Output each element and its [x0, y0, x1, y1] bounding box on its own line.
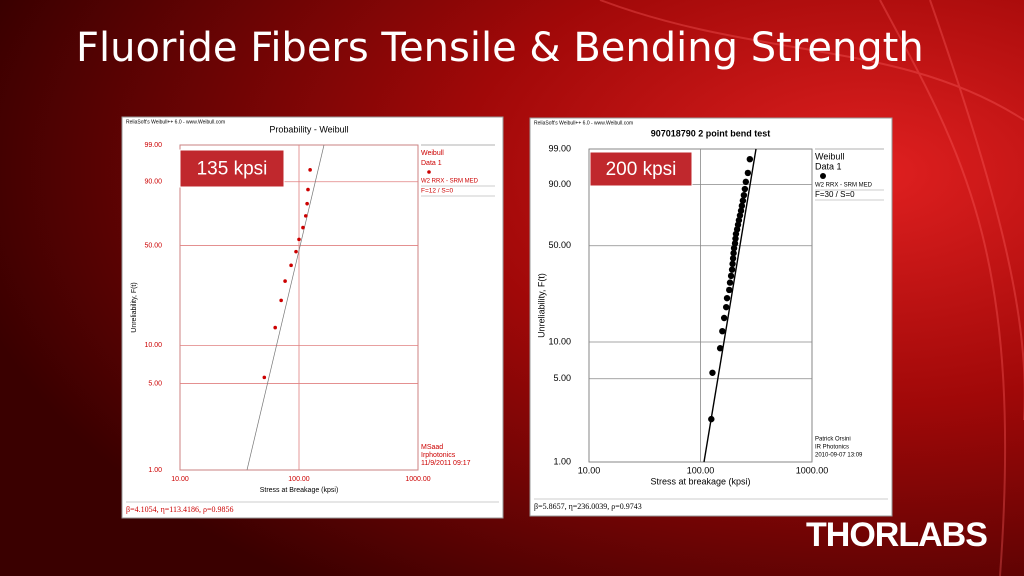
data-point — [283, 279, 287, 283]
data-point — [742, 178, 750, 186]
callout-box — [179, 149, 285, 188]
data-point — [727, 272, 735, 280]
y-tick-label: 50.00 — [144, 242, 162, 249]
data-point — [279, 298, 283, 303]
data-point — [306, 187, 310, 192]
data-point — [739, 197, 747, 204]
legend-marker — [820, 173, 826, 179]
charts: ReliaSoft's Weibull++ 6.0 - www.Weibull.… — [121, 116, 893, 519]
callout-text: 200 kpsi — [606, 159, 677, 180]
callout-box — [589, 151, 693, 187]
data-point — [289, 263, 293, 268]
y-tick-label: 5.00 — [148, 380, 162, 387]
data-point — [729, 255, 737, 262]
y-tick-label: 90.00 — [548, 179, 571, 189]
fit-line — [246, 144, 325, 471]
legend-line: F=30 / S=0 — [815, 190, 855, 199]
chart-header: ReliaSoft's Weibull++ 6.0 - www.Weibull.… — [126, 119, 225, 125]
data-point — [303, 214, 308, 218]
data-point — [716, 345, 724, 352]
y-tick-label: 10.00 — [548, 336, 571, 346]
y-tick-label: 50.00 — [548, 240, 571, 250]
data-point — [738, 202, 746, 210]
legend-line: W2 RRX - SRM MED — [815, 183, 873, 189]
data-point — [740, 191, 748, 199]
legend-marker — [427, 170, 431, 174]
x-axis-label: Stress at Breakage (kpsi) — [260, 487, 339, 494]
y-tick-label: 1.00 — [553, 456, 571, 466]
data-point — [301, 225, 305, 230]
y-axis-label: Unreliability, F(t) — [536, 273, 546, 338]
note: 2010-09-07 13:09 — [815, 453, 863, 459]
legend-title: Weibull — [815, 151, 844, 161]
data-point — [728, 266, 736, 273]
data-point — [709, 369, 716, 376]
data-point — [744, 169, 752, 177]
footer: β=4.1054, η=113.4186, ρ=0.9856 — [126, 505, 233, 514]
note: 11/9/2011 09:17 — [421, 460, 471, 467]
legend-line: F=12 / S=0 — [421, 188, 454, 195]
x-tick-label: 1000.00 — [796, 465, 829, 475]
data-point — [741, 185, 749, 193]
data-point — [294, 249, 298, 254]
legend-title: Weibull — [421, 150, 444, 157]
x-tick-label: 100.00 — [687, 465, 715, 475]
y-axis-label: Unreliability, F(t) — [131, 282, 138, 332]
chart-title: 907018790 2 point bend test — [651, 128, 771, 138]
data-point — [722, 303, 730, 311]
data-point — [719, 327, 726, 335]
note: Patrick Orsini — [815, 437, 851, 443]
legend-entry: Data 1 — [815, 161, 842, 171]
data-point — [731, 240, 739, 247]
data-point — [308, 168, 312, 172]
x-tick-label: 10.00 — [578, 465, 601, 475]
callout-text: 135 kpsi — [197, 159, 268, 180]
x-axis-label: Stress at breakage (kpsi) — [650, 476, 750, 486]
data-point — [305, 201, 309, 206]
slide-title: Fluoride Fibers Tensile & Bending Streng… — [76, 25, 924, 71]
data-point — [273, 325, 278, 330]
data-point — [746, 155, 754, 163]
logo: THORLABS — [806, 516, 987, 554]
y-tick-label: 99.00 — [548, 143, 571, 153]
data-point — [726, 279, 734, 286]
data-point — [729, 260, 736, 268]
chart: ReliaSoft's Weibull++ 6.0 - www.Weibull.… — [529, 117, 893, 517]
chart-header: ReliaSoft's Weibull++ 6.0 - www.Weibull.… — [534, 120, 633, 126]
data-point — [708, 415, 715, 423]
chart: ReliaSoft's Weibull++ 6.0 - www.Weibull.… — [121, 116, 504, 519]
data-point — [262, 375, 267, 380]
data-point — [736, 212, 744, 219]
data-point — [737, 207, 745, 214]
data-point — [723, 294, 731, 302]
decor — [599, 0, 1024, 576]
fit-line — [703, 148, 757, 463]
x-tick-label: 100.00 — [288, 476, 310, 483]
note: MSaad — [421, 444, 443, 451]
y-tick-label: 5.00 — [553, 373, 571, 383]
y-tick-label: 99.00 — [144, 142, 162, 149]
chart-title: Probability - Weibull — [269, 124, 348, 134]
note: Irphotonics — [421, 452, 456, 459]
data-point — [297, 237, 301, 242]
legend-line: W2 RRX - SRM MED — [421, 179, 479, 185]
data-point — [726, 286, 733, 294]
footer: β=5.8657, η=236.0039, ρ=0.9743 — [534, 502, 642, 511]
y-tick-label: 10.00 — [144, 342, 162, 349]
y-tick-label: 90.00 — [144, 179, 162, 186]
x-tick-label: 1000.00 — [405, 476, 430, 483]
legend-entry: Data 1 — [421, 160, 442, 167]
x-tick-label: 10.00 — [171, 476, 189, 483]
data-point — [732, 235, 739, 242]
note: IR Photonics — [815, 445, 849, 451]
y-tick-label: 1.00 — [148, 467, 162, 474]
data-point — [720, 314, 728, 322]
data-point — [730, 249, 737, 257]
